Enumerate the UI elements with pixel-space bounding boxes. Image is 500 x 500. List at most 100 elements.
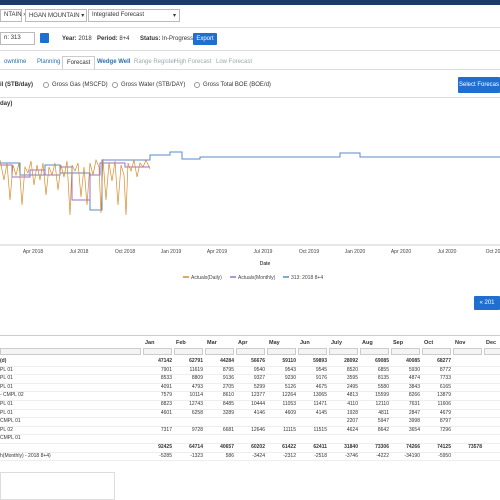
status-value: In-Progress: [162, 36, 194, 42]
cell: -3746: [345, 452, 358, 459]
cell: 4624: [346, 426, 358, 433]
legend-label: Actuals(Daily): [191, 275, 222, 281]
filter[interactable]: [0, 348, 141, 355]
divider: [0, 97, 500, 98]
cell: 4811: [378, 409, 389, 416]
footer-panel: [0, 472, 115, 500]
filter[interactable]: [453, 348, 482, 355]
filter[interactable]: [422, 348, 451, 355]
cell: -2312: [283, 452, 296, 459]
tab[interactable]: Forecast: [62, 56, 96, 69]
year-label: Year:: [62, 36, 77, 42]
cell: 1928: [346, 409, 358, 416]
daily-line: [0, 158, 151, 216]
filter[interactable]: [236, 348, 265, 355]
month-header: Mar: [207, 340, 217, 346]
status-label: Status:: [140, 36, 161, 42]
field-text: HGAN MOUNTAIN: [29, 13, 80, 19]
cell: -2518: [314, 452, 327, 459]
cell: 3998: [408, 418, 420, 425]
cell: 4679: [439, 409, 451, 416]
filter[interactable]: [143, 348, 172, 355]
x-tick-label: Oct 20: [486, 249, 500, 255]
row-line: [0, 451, 500, 453]
cell: 3289: [222, 409, 234, 416]
cell: 4675: [315, 383, 327, 390]
x-tick-label: Oct 2019: [299, 249, 320, 255]
cell: 28092: [344, 358, 358, 364]
measure-label: Gross Gas (MSCFD): [52, 82, 108, 88]
cell: 44284: [220, 358, 234, 364]
cell: 9728: [191, 426, 203, 433]
cell: 5947: [377, 418, 389, 425]
row-label: PL 01: [0, 383, 13, 390]
scenario-select[interactable]: Integrated Forecast ▾: [88, 9, 180, 22]
scenario-text: Integrated Forecast: [92, 12, 145, 18]
cell: 15599: [375, 392, 389, 399]
tab[interactable]: Planning: [37, 59, 61, 65]
tab[interactable]: Low Forecast: [216, 59, 253, 65]
chart: Apr 2018 Jul 2018 Oct 2018 Jan 2019 Apr 2019…: [0, 151, 500, 281]
cell: 4813: [346, 392, 358, 399]
row-label: PL 02: [0, 426, 13, 433]
filter[interactable]: [484, 348, 500, 355]
row-line: [0, 434, 500, 436]
export-button[interactable]: Export: [193, 33, 217, 45]
filter[interactable]: [174, 348, 203, 355]
filter[interactable]: [205, 348, 234, 355]
cell: 9176: [315, 375, 327, 382]
cell: 62411: [313, 444, 327, 450]
tab[interactable]: owntime: [4, 59, 27, 65]
year-nav-button[interactable]: « 201: [474, 296, 500, 310]
cell: 6258: [191, 409, 203, 416]
cell: 11471: [313, 401, 327, 407]
filter[interactable]: [267, 348, 296, 355]
filter[interactable]: [329, 348, 358, 355]
radio[interactable]: [43, 82, 49, 88]
radio[interactable]: [194, 82, 200, 88]
month-header: Jan: [145, 340, 155, 346]
cell: -4222: [376, 452, 389, 459]
legend-label: 313: 2018 8+4: [291, 275, 323, 281]
row-line: [0, 460, 500, 462]
cell: 8610: [222, 392, 234, 399]
id-input[interactable]: n: 313: [0, 32, 35, 45]
tab[interactable]: Range Register: [134, 59, 176, 65]
filter[interactable]: [391, 348, 420, 355]
row-label: h(Monthly) - 2018 8+4): [0, 452, 51, 459]
top-bar: [0, 0, 500, 5]
cell: 31840: [344, 444, 358, 450]
save-button[interactable]: [40, 33, 49, 43]
cell: 12743: [189, 401, 203, 407]
cell: 7317: [160, 426, 172, 433]
row-label: PL 01: [0, 366, 13, 373]
tab[interactable]: Wedge Well: [97, 59, 131, 65]
filter[interactable]: [298, 348, 327, 355]
row-label: (d): [0, 358, 7, 364]
breadcrumb[interactable]: NTAIN ›: [0, 9, 25, 22]
radio[interactable]: [112, 82, 118, 88]
month-header: May: [269, 340, 280, 346]
row-line: [0, 408, 500, 410]
year: Year: 2018: [62, 36, 92, 42]
cell: 8520: [346, 366, 358, 373]
divider: [0, 69, 500, 70]
row-line: [0, 425, 500, 427]
tab[interactable]: High Forecast: [174, 59, 212, 65]
cell: 3595: [346, 375, 358, 382]
cell: 2705: [222, 383, 234, 390]
cell: 12646: [251, 426, 265, 433]
row-label: PL 01: [0, 375, 13, 382]
cell: 62791: [189, 358, 203, 364]
cell: 59110: [282, 358, 296, 364]
field-select[interactable]: HGAN MOUNTAIN ▾: [25, 9, 87, 22]
cell: 3654: [408, 426, 420, 433]
select-forecast-button[interactable]: Select Forecas: [458, 77, 500, 93]
filter[interactable]: [360, 348, 389, 355]
cell: -1323: [190, 452, 203, 459]
period-label: Period:: [97, 36, 118, 42]
table-frame: [0, 335, 500, 466]
cell: 47142: [158, 358, 172, 364]
cell: 7296: [439, 426, 451, 433]
